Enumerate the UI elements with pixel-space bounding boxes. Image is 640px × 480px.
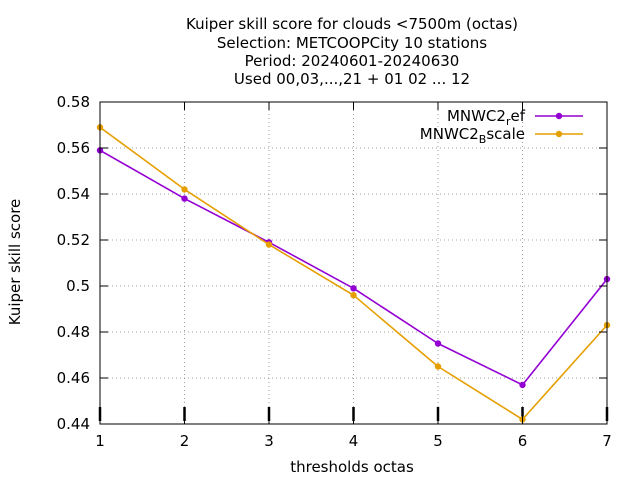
x-tick-label: 5 [433, 432, 443, 450]
y-axis: 0.58 0.56 0.54 0.52 0.5 0.48 0.46 0.44 [57, 93, 607, 433]
title-line-1: Kuiper skill score for clouds <7500m (oc… [186, 15, 518, 33]
y-tick-label: 0.58 [57, 93, 90, 111]
x-tick-label: 4 [349, 432, 359, 450]
series-2-point [265, 241, 273, 248]
series-line-1 [99, 149, 608, 386]
series-1-point [434, 340, 442, 347]
x-tick-label: 2 [180, 432, 190, 450]
series-2-point [181, 186, 188, 193]
y-tick-label: 0.56 [57, 139, 90, 157]
legend-label-2: MNWC2Bscale [420, 125, 525, 146]
chart-title: Kuiper skill score for clouds <7500m (oc… [186, 15, 518, 88]
y-tick-label: 0.46 [57, 369, 90, 387]
x-tick-label: 3 [264, 432, 274, 450]
y-axis-label: Kuiper skill score [6, 199, 24, 326]
x-axis-label: thresholds octas [290, 458, 414, 476]
y-tick-label: 0.48 [57, 323, 90, 341]
legend-marker-1 [555, 112, 563, 120]
title-line-4: Used 00,03,...,21 + 01 02 ... 12 [234, 70, 470, 88]
y-tick-label: 0.44 [57, 415, 90, 433]
y-tick-label: 0.54 [57, 185, 90, 203]
x-tick-label: 1 [95, 432, 105, 450]
y-tick-label: 0.5 [66, 277, 90, 295]
legend-label-1: MNWC2ref [447, 107, 526, 128]
x-tick-label: 7 [602, 432, 612, 450]
series-2-point [350, 292, 357, 299]
x-axis: 1 2 3 4 5 6 7 [95, 102, 612, 450]
legend-marker-2 [555, 130, 563, 138]
series-1-point [519, 381, 526, 389]
series-group [96, 124, 611, 423]
title-line-3: Period: 20240601-20240630 [245, 52, 460, 70]
series-1-point [181, 195, 188, 202]
series-2-point [434, 363, 442, 370]
title-line-2: Selection: METCOOPCity 10 stations [217, 34, 487, 52]
y-tick-label: 0.52 [57, 231, 90, 249]
series-1-point [350, 285, 357, 292]
grid [100, 102, 607, 424]
x-tick-label: 6 [518, 432, 528, 450]
